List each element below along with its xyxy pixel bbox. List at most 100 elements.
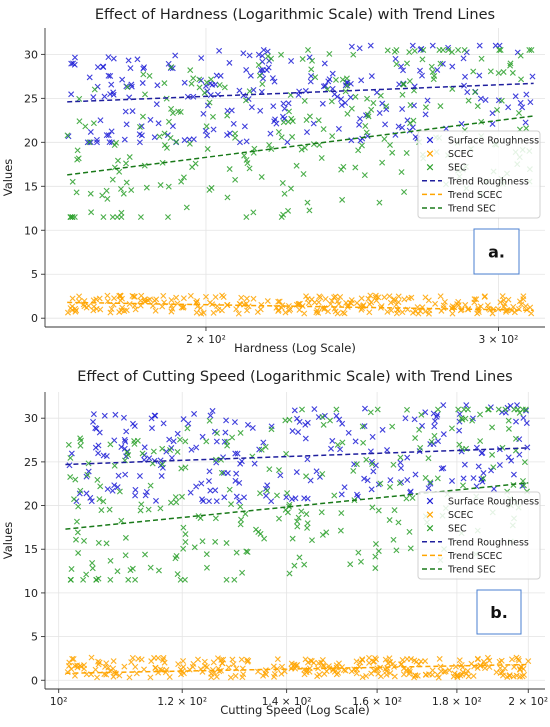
- scatter-marker: [369, 504, 376, 511]
- scatter-marker: [271, 673, 277, 680]
- scatter-marker: [227, 674, 234, 681]
- scatter-marker: [70, 60, 77, 67]
- scatter-marker: [128, 659, 135, 666]
- scatter-marker: [415, 310, 422, 317]
- scatter-marker: [322, 296, 329, 302]
- scatter-marker: [291, 407, 298, 414]
- scatter-marker: [143, 184, 150, 191]
- scatter-marker: [214, 655, 221, 662]
- scatter-marker: [219, 292, 226, 299]
- scatter-marker: [356, 45, 363, 52]
- scatter-marker: [411, 416, 418, 423]
- scatter-marker: [323, 529, 330, 536]
- scatter-marker: [266, 142, 273, 148]
- scatter-marker: [86, 139, 93, 146]
- scatter-marker: [456, 657, 463, 664]
- scatter-marker: [449, 477, 455, 484]
- scatter-marker: [348, 43, 355, 50]
- scatter-marker: [74, 662, 81, 669]
- scatter-marker: [461, 46, 468, 53]
- legend: Surface Roughness SCEC SEC Trend Roughness T…: [417, 491, 541, 580]
- scatter-marker: [295, 514, 302, 521]
- scatter-marker: [92, 444, 99, 451]
- scatter-marker: [241, 123, 248, 130]
- scatter-marker: [167, 447, 174, 453]
- scatter-marker: [161, 659, 168, 666]
- scatter-marker: [126, 300, 133, 307]
- scatter-marker: [427, 479, 434, 486]
- scatter-marker: [429, 667, 436, 674]
- scatter-marker: [372, 294, 379, 301]
- scatter-marker: [294, 415, 300, 422]
- scatter-marker: [350, 467, 357, 474]
- scatter-marker: [196, 84, 203, 91]
- scatter-marker: [212, 294, 219, 301]
- scatter-marker: [248, 104, 255, 111]
- scatter-marker: [427, 480, 434, 487]
- scatter-marker: [395, 519, 402, 526]
- scatter-marker: [325, 308, 332, 315]
- scatter-marker: [262, 443, 269, 450]
- scatter-marker: [159, 461, 166, 468]
- scatter-marker: [198, 310, 205, 317]
- y-tick-label: 20: [24, 500, 38, 513]
- scatter-marker: [274, 492, 280, 499]
- scatter-marker: [434, 475, 441, 482]
- scatter-marker: [411, 657, 418, 664]
- trend-line: [65, 663, 529, 675]
- scatter-marker: [386, 293, 393, 300]
- scatter-marker: [455, 406, 462, 413]
- scatter-marker: [210, 126, 217, 133]
- scatter-marker: [369, 461, 376, 467]
- scatter-marker: [361, 172, 368, 179]
- scatter-marker: [110, 55, 117, 62]
- scatter-marker: [209, 407, 216, 414]
- scatter-marker: [464, 89, 471, 96]
- scatter-marker: [459, 482, 466, 489]
- scatter-marker: [409, 494, 416, 501]
- scatter-marker: [73, 189, 80, 196]
- scatter-marker: [398, 661, 405, 668]
- scatter-marker: [94, 139, 100, 146]
- x-axis-label: Cutting Speed (Log Scale): [220, 703, 370, 717]
- scatter-marker: [182, 464, 189, 471]
- scatter-marker: [170, 438, 177, 445]
- scatter-marker: [110, 89, 117, 96]
- scatter-marker: [142, 492, 149, 499]
- scatter-marker: [331, 492, 338, 499]
- scatter-marker: [88, 209, 95, 216]
- scatter-marker: [285, 303, 292, 310]
- scatter-marker: [312, 74, 319, 81]
- scatter-marker: [266, 466, 273, 473]
- scatter-marker: [64, 132, 71, 139]
- scatter-marker: [163, 448, 170, 455]
- scatter-marker: [159, 445, 166, 452]
- scatter-marker: [495, 406, 502, 413]
- scatter-marker: [401, 296, 408, 303]
- scatter-marker: [233, 306, 240, 313]
- scatter-marker: [168, 105, 175, 112]
- scatter-marker: [326, 76, 333, 83]
- scatter-series-1: [64, 292, 535, 317]
- scatter-marker: [160, 654, 167, 661]
- scatter-marker: [67, 454, 74, 461]
- scatter-marker: [124, 449, 131, 456]
- scatter-marker: [315, 299, 322, 306]
- scatter-marker: [375, 670, 382, 677]
- scatter-marker: [367, 292, 374, 299]
- scatter-marker: [129, 108, 136, 115]
- scatter-marker: [263, 492, 270, 499]
- scatter-marker: [295, 300, 302, 307]
- scatter-marker: [437, 293, 444, 300]
- scatter-marker: [509, 69, 516, 76]
- scatter-marker: [363, 456, 370, 463]
- scatter-marker: [203, 438, 210, 445]
- scatter-marker: [71, 672, 78, 679]
- scatter-marker: [425, 297, 432, 304]
- scatter-marker: [108, 128, 115, 135]
- scatter-marker: [159, 303, 166, 310]
- scatter-marker: [288, 660, 295, 667]
- scatter-marker: [527, 99, 534, 106]
- scatter-marker: [237, 503, 244, 510]
